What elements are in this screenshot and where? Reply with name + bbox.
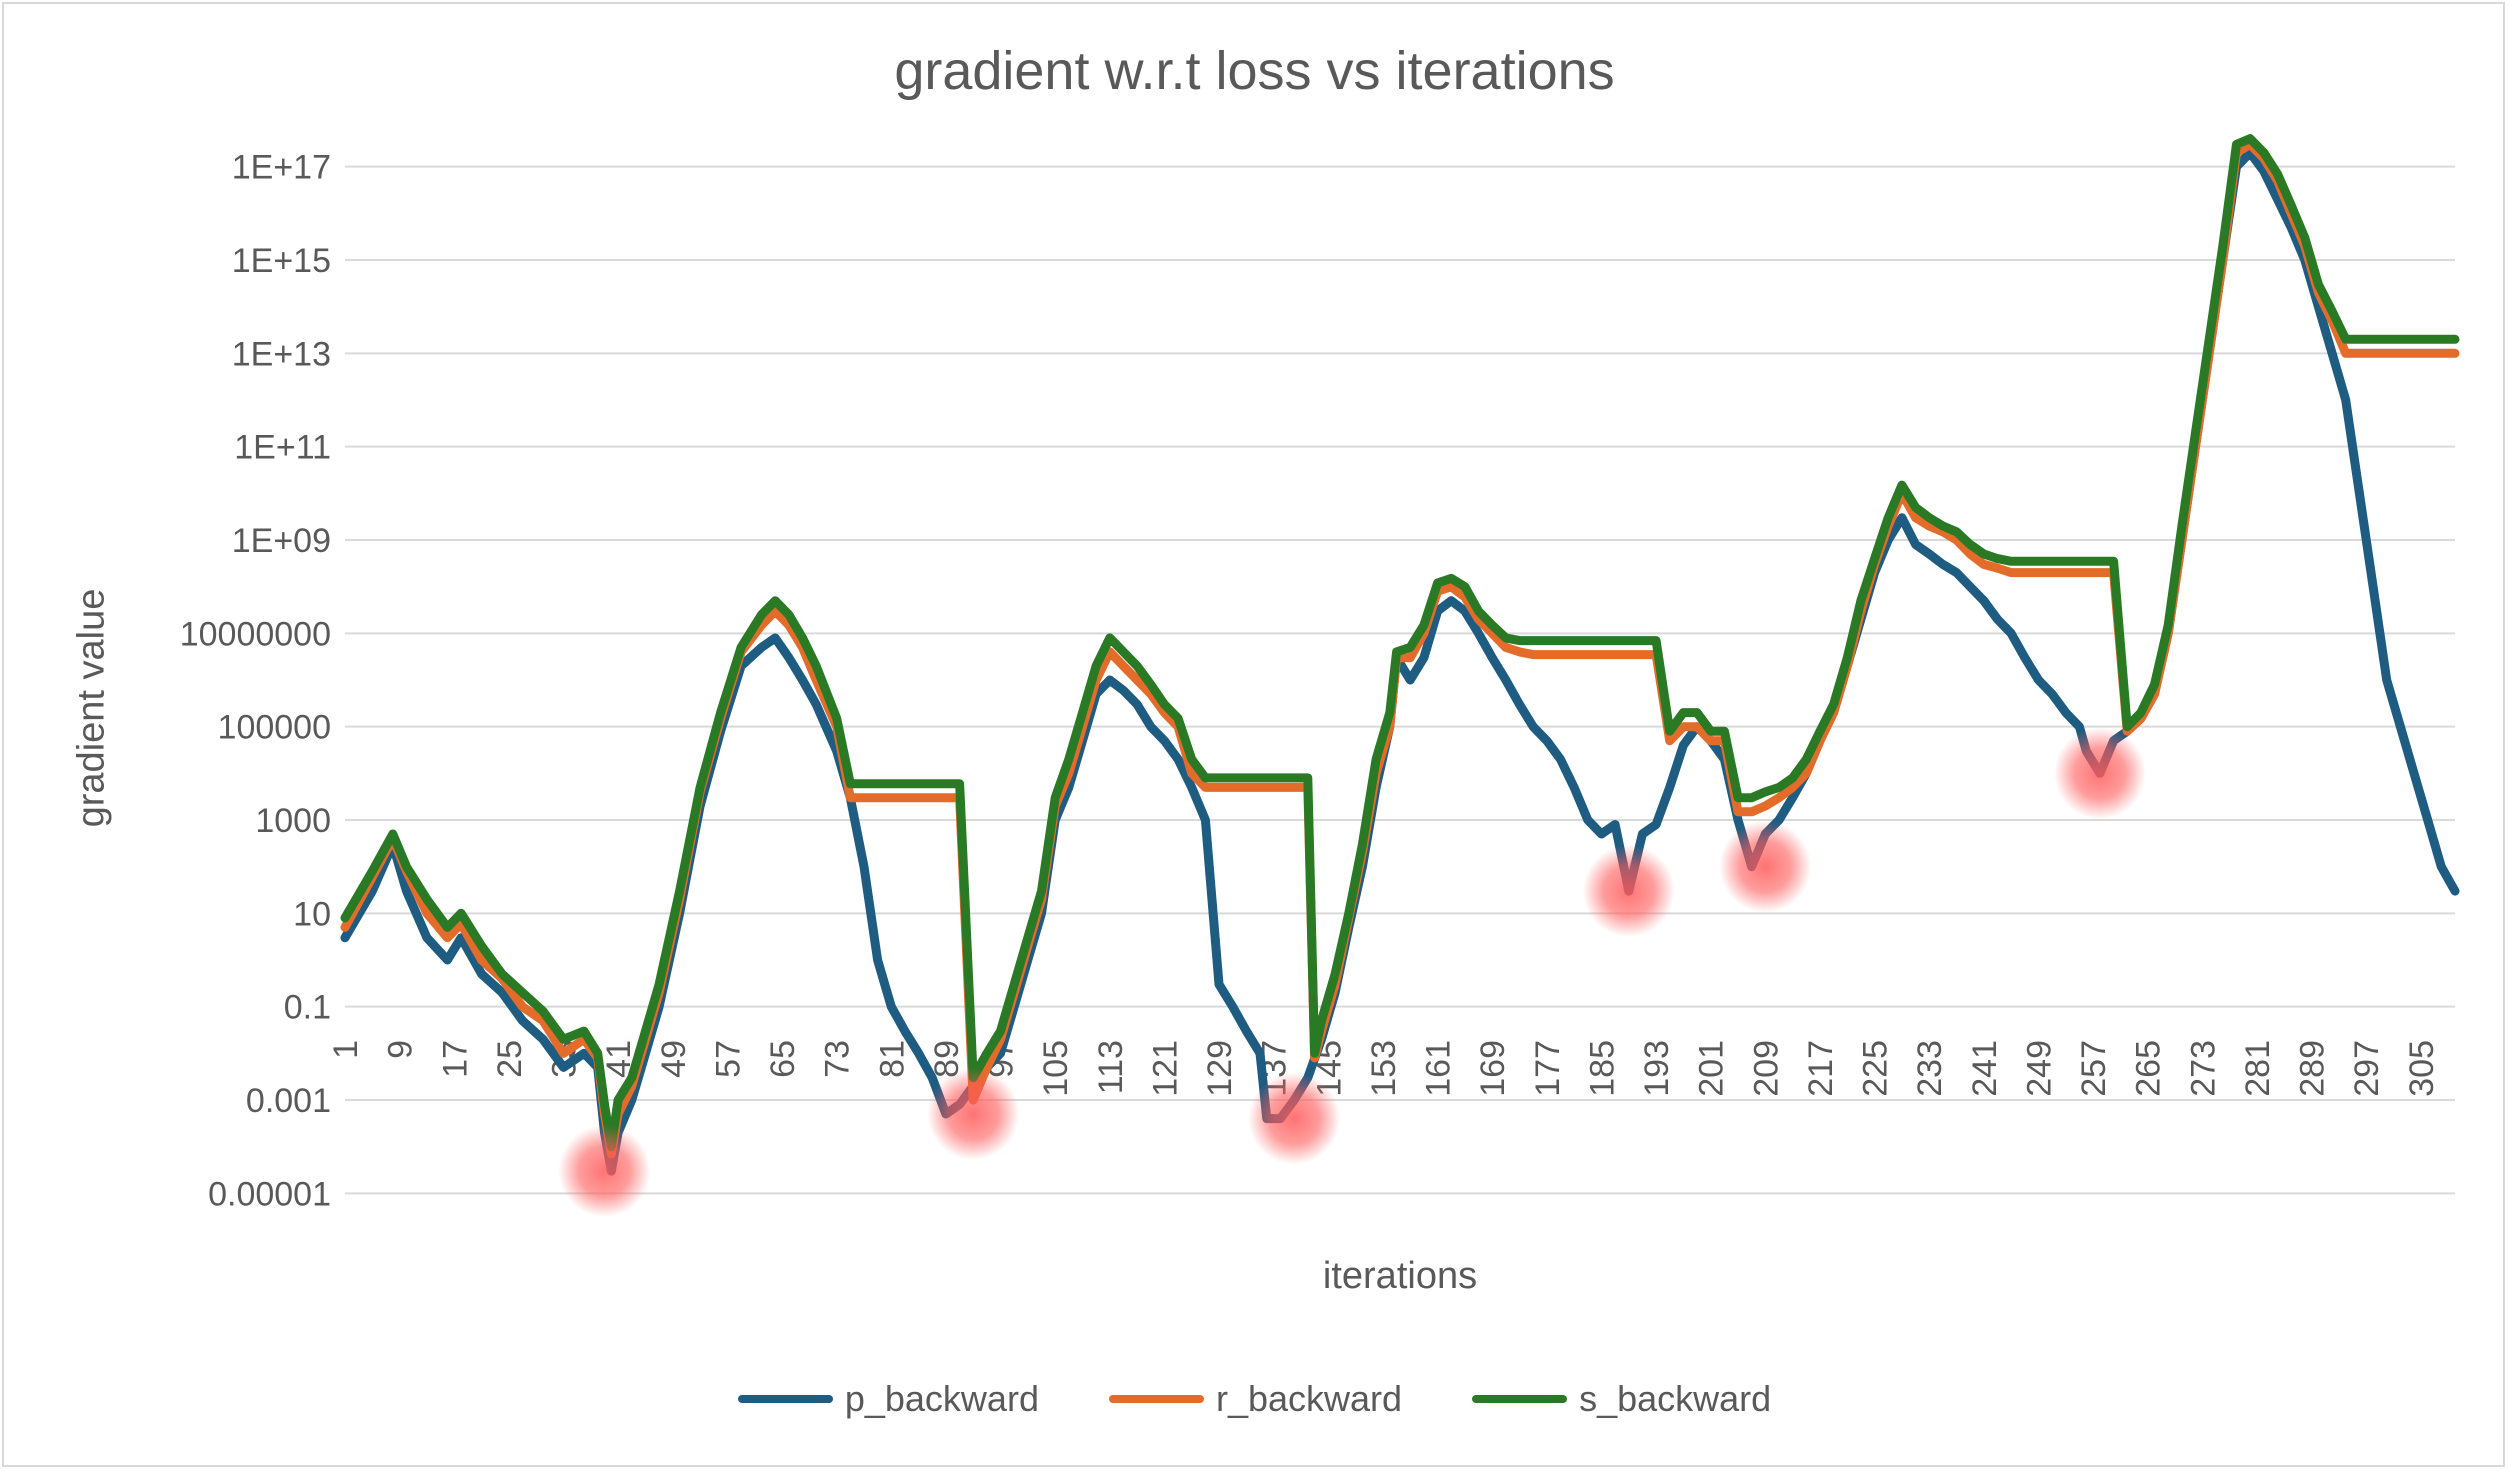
x-tick-label: 177 (1529, 1040, 1567, 1097)
y-tick-label: 1E+13 (232, 335, 331, 373)
legend-swatch (1108, 1395, 1204, 1403)
x-tick-label: 153 (1365, 1040, 1403, 1097)
x-tick-label: 257 (2075, 1040, 2113, 1097)
y-tick-label: 0.1 (284, 989, 331, 1027)
x-tick-label: 17 (436, 1040, 474, 1078)
chart-title: gradient w.r.t loss vs iterations (894, 41, 1615, 101)
x-tick-label: 289 (2294, 1040, 2332, 1097)
highlight-marker (2053, 727, 2146, 820)
x-tick-label: 217 (1802, 1040, 1840, 1097)
legend-item-s_backward: s_backward (1472, 1378, 1771, 1420)
x-tick-label: 273 (2184, 1040, 2222, 1097)
x-tick-label: 81 (873, 1040, 911, 1078)
x-tick-label: 105 (1037, 1040, 1075, 1097)
series-line-s_backward (340, 134, 2460, 1152)
legend-label: r_backward (1215, 1378, 1403, 1419)
x-tick-label: 201 (1693, 1040, 1731, 1097)
y-tick-label: 10 (293, 895, 331, 933)
highlight-marker (1248, 1072, 1341, 1165)
x-tick-label: 185 (1583, 1040, 1621, 1097)
x-tick-label: 25 (491, 1040, 529, 1078)
x-tick-label: 265 (2130, 1040, 2168, 1097)
legend-item-p_backward: p_backward (737, 1378, 1039, 1420)
x-tick-label: 241 (1966, 1040, 2004, 1097)
x-tick-label: 49 (655, 1040, 693, 1078)
legend-swatch (1472, 1395, 1568, 1403)
legend: p_backward r_backward s_backward (0, 1378, 2509, 1420)
y-tick-label: 1E+09 (232, 522, 331, 560)
y-tick-label: 0.001 (246, 1082, 331, 1120)
y-tick-label: 0.00001 (208, 1175, 331, 1213)
x-axis-label: iterations (1322, 1255, 1478, 1297)
x-tick-label: 1 (327, 1040, 365, 1059)
highlight-marker (927, 1068, 1020, 1161)
x-tick-label: 65 (764, 1040, 802, 1078)
x-tick-label: 73 (819, 1040, 857, 1078)
x-tick-label: 233 (1911, 1040, 1949, 1097)
y-tick-label: 1000 (255, 802, 331, 840)
x-tick-label: 225 (1857, 1040, 1895, 1097)
y-tick-label: 100000 (218, 709, 331, 747)
highlight-marker (1582, 845, 1675, 938)
x-tick-label: 161 (1420, 1040, 1458, 1097)
x-tick-label: 129 (1201, 1040, 1239, 1097)
x-tick-label: 249 (2020, 1040, 2058, 1097)
legend-label: p_backward (844, 1378, 1039, 1419)
y-tick-label: 10000000 (180, 615, 331, 653)
x-tick-label: 193 (1638, 1040, 1676, 1097)
x-tick-label: 169 (1474, 1040, 1512, 1097)
x-tick-label: 209 (1747, 1040, 1785, 1097)
highlight-marker (558, 1125, 651, 1218)
legend-label: s_backward (1579, 1378, 1772, 1419)
legend-item-r_backward: r_backward (1108, 1378, 1403, 1420)
highlight-marker (1719, 820, 1812, 913)
x-tick-label: 9 (382, 1040, 420, 1059)
x-tick-label: 297 (2348, 1040, 2386, 1097)
y-tick-label: 1E+11 (234, 429, 331, 467)
x-tick-label: 113 (1092, 1040, 1130, 1094)
legend-swatch (737, 1395, 833, 1403)
x-tick-label: 121 (1146, 1040, 1184, 1097)
y-tick-label: 1E+17 (232, 149, 331, 187)
x-tick-label: 57 (709, 1040, 747, 1078)
x-tick-label: 305 (2403, 1040, 2441, 1097)
x-tick-label: 281 (2239, 1040, 2277, 1097)
y-tick-label: 1E+15 (232, 242, 331, 280)
